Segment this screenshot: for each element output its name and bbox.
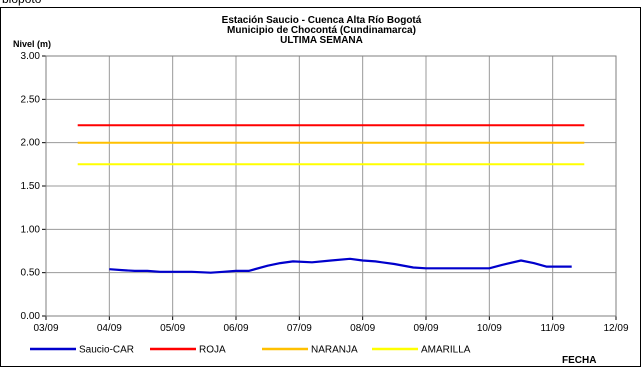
legend-label: ROJA — [199, 345, 226, 356]
chart-subtitle-2: ULTIMA SEMANA — [280, 35, 363, 46]
x-tick-label: 09/09 — [413, 323, 438, 334]
plot-area-border — [45, 55, 617, 317]
x-tick-label: 06/09 — [223, 323, 248, 334]
chart-subtitle: Municipio de Chocontá (Cundinamarca) — [227, 25, 416, 36]
x-tick-label: 12/09 — [603, 323, 628, 334]
y-tick-label: 0.00 — [21, 311, 41, 322]
x-tick-label: 10/09 — [477, 323, 502, 334]
legend-label: AMARILLA — [421, 345, 471, 356]
x-tick-label: 07/09 — [287, 323, 312, 334]
y-tick-label: 2.00 — [21, 138, 41, 149]
x-tick-label: 04/09 — [97, 323, 122, 334]
y-tick-label: 0.50 — [21, 268, 41, 279]
x-tick-label: 08/09 — [350, 323, 375, 334]
y-tick-label: 1.00 — [21, 224, 41, 235]
y-tick-label: 3.00 — [21, 51, 41, 62]
chart-title: Estación Saucio - Cuenca Alta Río Bogotá — [221, 15, 422, 26]
clipped-top-text: blopoto — [2, 0, 41, 5]
x-tick-label: 03/09 — [33, 323, 58, 334]
y-axis-label: Nivel (m) — [13, 39, 52, 49]
legend-label: NARANJA — [311, 345, 358, 356]
x-tick-label: 11/09 — [541, 323, 566, 334]
chart-frame: Estación Saucio - Cuenca Alta Río Bogotá… — [0, 7, 641, 367]
y-tick-label: 2.50 — [21, 94, 41, 105]
x-tick-label: 05/09 — [160, 323, 185, 334]
legend-label: Saucio-CAR — [79, 345, 134, 356]
series-line-saucio-car — [109, 257, 572, 274]
x-axis-label: FECHA — [562, 355, 597, 366]
y-tick-label: 1.50 — [21, 181, 41, 192]
chart-titles: Estación Saucio - Cuenca Alta Río Bogotá… — [1, 16, 642, 46]
